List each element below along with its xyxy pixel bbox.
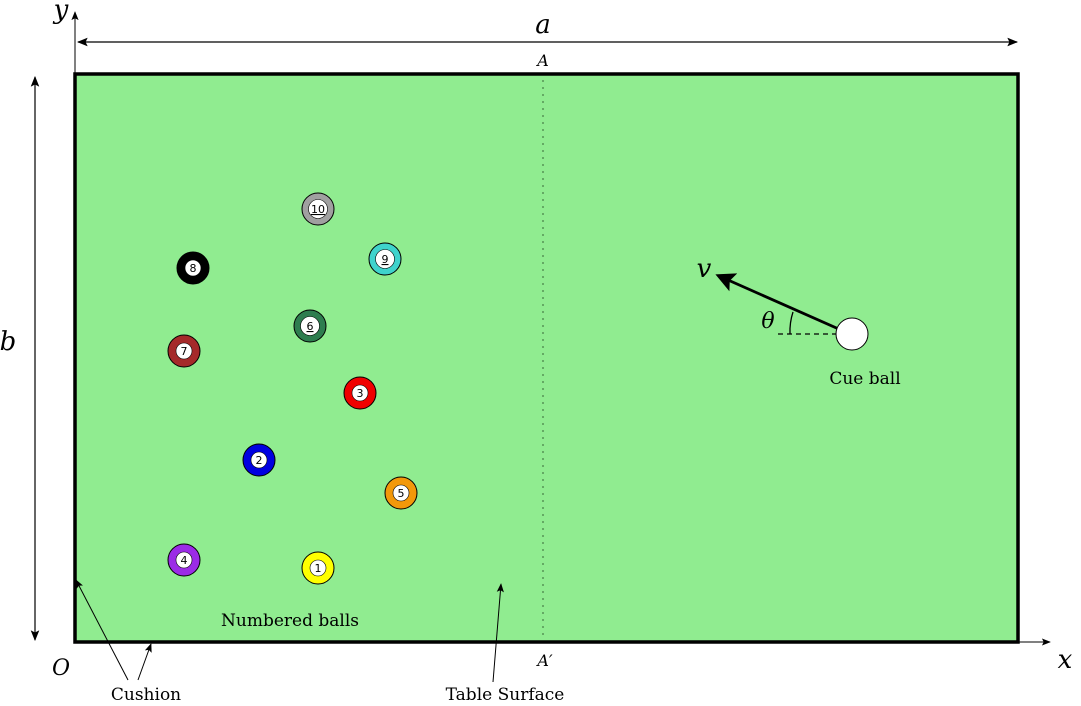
ball-3: 3	[343, 376, 377, 410]
label-a: a	[535, 10, 551, 40]
table-surface	[73, 72, 1020, 644]
ball-6: 6	[293, 309, 327, 343]
ball-6-label: 6	[307, 320, 314, 333]
ball-1-number-disc	[309, 559, 327, 577]
label-A-prime: A′	[535, 651, 553, 670]
angle-arc	[789, 311, 794, 335]
ball-4-label: 4	[181, 554, 188, 567]
ball-8-number-disc	[184, 259, 202, 277]
ball-5-label: 5	[398, 487, 405, 500]
ball-7-label: 7	[181, 345, 188, 358]
ball-7: 7	[167, 334, 201, 368]
ball-8: 8	[176, 251, 210, 285]
label-theta: θ	[761, 309, 774, 334]
ball-2-number-disc	[250, 451, 268, 469]
label-origin: O	[52, 656, 70, 681]
ball-4: 4	[167, 543, 201, 577]
ball-1: 1	[301, 551, 335, 585]
velocity-arrow	[715, 273, 851, 336]
ball-6-number-disc	[300, 316, 320, 336]
ball-2: 2	[242, 443, 276, 477]
label-b: b	[0, 327, 16, 357]
label-x-axis: x	[1058, 645, 1073, 675]
label-A: A	[535, 51, 549, 70]
label-y-axis: y	[53, 0, 69, 25]
cue-ball	[835, 317, 869, 351]
ball-3-number-disc	[351, 384, 369, 402]
label-numbered-balls: Numbered balls	[221, 611, 359, 631]
label-cue-ball: Cue ball	[829, 369, 900, 389]
ball-9-number-disc	[375, 249, 395, 269]
ball-5: 5	[384, 476, 418, 510]
ball-8-label: 8	[190, 262, 197, 275]
ball-9-label: 9	[382, 253, 389, 266]
table-surface-pointer	[492, 583, 504, 683]
ball-10-number-disc	[308, 199, 328, 219]
cushion-pointer-bottom	[137, 643, 152, 681]
ball-7-number-disc	[175, 342, 193, 360]
label-cushion: Cushion	[111, 685, 181, 705]
ball-5-number-disc	[392, 484, 410, 502]
ball-2-label: 2	[256, 454, 263, 467]
numbered-balls-group: 1 2 3 4 5 6 7 8 9 10	[167, 192, 418, 585]
label-velocity: v	[697, 254, 712, 284]
ball-1-label: 1	[315, 562, 322, 575]
ball-10: 10	[301, 192, 335, 226]
ball-3-label: 3	[357, 387, 364, 400]
ball-10-label: 10	[311, 203, 325, 216]
label-table-surface: Table Surface	[446, 685, 565, 705]
cushion-pointer-left	[75, 579, 129, 681]
ball-9: 9	[368, 242, 402, 276]
ball-4-number-disc	[175, 551, 193, 569]
